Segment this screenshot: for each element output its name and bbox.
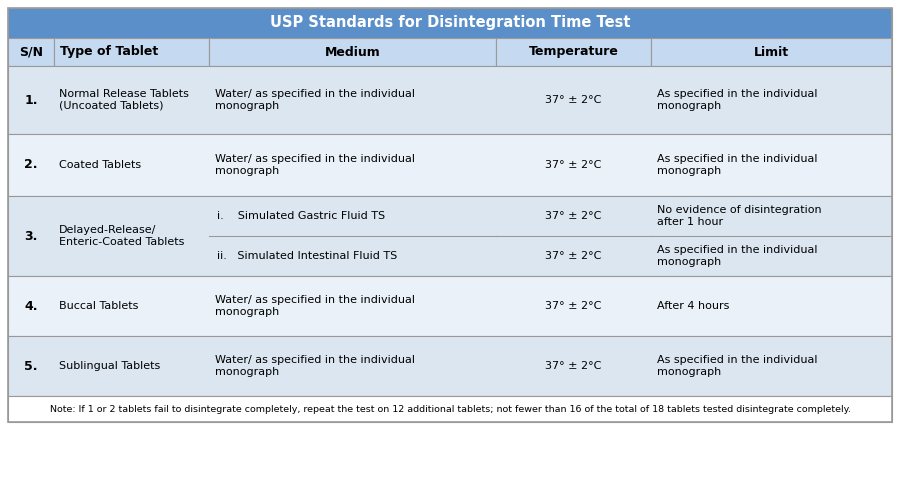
Bar	[8, 134, 892, 196]
Text: Water/ as specified in the individual
monograph: Water/ as specified in the individual mo…	[215, 355, 415, 377]
Text: 37° ± 2°C: 37° ± 2°C	[545, 160, 601, 170]
Text: 5.: 5.	[24, 360, 38, 372]
Text: 37° ± 2°C: 37° ± 2°C	[545, 301, 601, 311]
Text: 4.: 4.	[24, 300, 38, 312]
Text: As specified in the individual
monograph: As specified in the individual monograph	[657, 89, 817, 111]
Text: i.    Simulated Gastric Fluid TS: i. Simulated Gastric Fluid TS	[217, 211, 385, 221]
Bar	[8, 38, 54, 66]
Text: Water/ as specified in the individual
monograph: Water/ as specified in the individual mo…	[215, 154, 415, 176]
Text: 2.: 2.	[24, 158, 38, 171]
Text: Buccal Tablets: Buccal Tablets	[59, 301, 139, 311]
Text: Water/ as specified in the individual
monograph: Water/ as specified in the individual mo…	[215, 89, 415, 111]
Bar	[651, 38, 892, 66]
Text: As specified in the individual
monograph: As specified in the individual monograph	[657, 154, 817, 176]
Bar	[8, 396, 892, 422]
Text: As specified in the individual
monograph: As specified in the individual monograph	[657, 355, 817, 377]
Text: 37° ± 2°C: 37° ± 2°C	[545, 211, 601, 221]
Text: As specified in the individual
monograph: As specified in the individual monograph	[657, 245, 817, 267]
Bar	[54, 38, 209, 66]
Text: Coated Tablets: Coated Tablets	[59, 160, 141, 170]
Text: Normal Release Tablets
(Uncoated Tablets): Normal Release Tablets (Uncoated Tablets…	[59, 89, 189, 111]
Bar	[8, 196, 892, 276]
Text: USP Standards for Disintegration Time Test: USP Standards for Disintegration Time Te…	[270, 15, 630, 31]
Text: Note: If 1 or 2 tablets fail to disintegrate completely, repeat the test on 12 a: Note: If 1 or 2 tablets fail to disinteg…	[50, 405, 850, 413]
Text: No evidence of disintegration
after 1 hour: No evidence of disintegration after 1 ho…	[657, 205, 822, 227]
Text: 37° ± 2°C: 37° ± 2°C	[545, 95, 601, 105]
Text: Limit: Limit	[754, 46, 789, 59]
Text: S/N: S/N	[19, 46, 43, 59]
Bar	[496, 38, 651, 66]
Bar	[8, 8, 892, 38]
Bar	[209, 38, 496, 66]
Text: 37° ± 2°C: 37° ± 2°C	[545, 251, 601, 261]
Text: 1.: 1.	[24, 94, 38, 107]
Text: After 4 hours: After 4 hours	[657, 301, 729, 311]
Text: ii.   Simulated Intestinal Fluid TS: ii. Simulated Intestinal Fluid TS	[217, 251, 397, 261]
Text: Sublingual Tablets: Sublingual Tablets	[59, 361, 160, 371]
Bar	[8, 276, 892, 336]
Text: Temperature: Temperature	[528, 46, 618, 59]
Text: 37° ± 2°C: 37° ± 2°C	[545, 361, 601, 371]
Text: Delayed-Release/
Enteric-Coated Tablets: Delayed-Release/ Enteric-Coated Tablets	[59, 225, 184, 247]
Text: Water/ as specified in the individual
monograph: Water/ as specified in the individual mo…	[215, 295, 415, 317]
Bar	[8, 66, 892, 134]
Bar	[8, 8, 892, 422]
Text: Medium: Medium	[324, 46, 380, 59]
Bar	[8, 336, 892, 396]
Text: Type of Tablet: Type of Tablet	[60, 46, 158, 59]
Text: 3.: 3.	[24, 229, 38, 242]
